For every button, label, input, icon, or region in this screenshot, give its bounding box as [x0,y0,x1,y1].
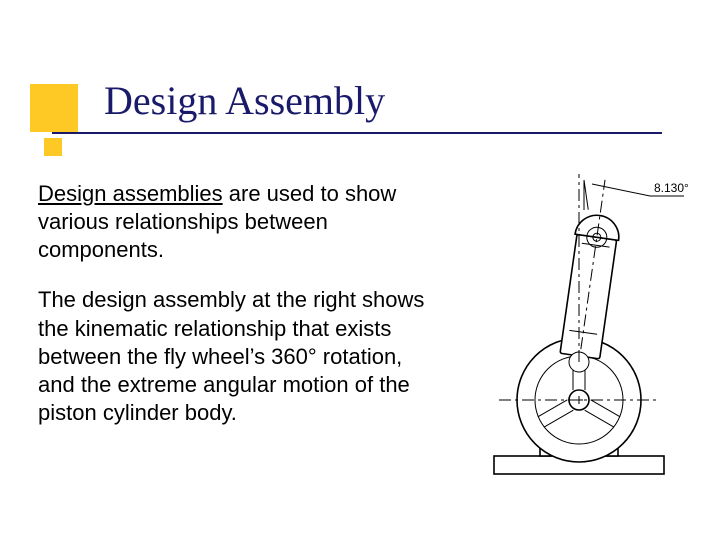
accent-square-small [44,138,62,156]
title-underline [52,132,662,134]
assembly-figure: 8.130° [444,156,712,486]
body-text: Design assemblies are used to show vario… [38,180,438,449]
slide: Design Assembly Design assemblies are us… [0,0,720,540]
paragraph-1: Design assemblies are used to show vario… [38,180,438,264]
slide-title: Design Assembly [104,80,385,122]
paragraph-2-text: The design assembly at the right shows t… [38,287,424,425]
paragraph-1-lead: Design assemblies [38,181,223,206]
paragraph-2: The design assembly at the right shows t… [38,286,438,427]
accent-square-large [30,84,78,132]
svg-text:8.130°: 8.130° [654,181,689,195]
assembly-svg: 8.130° [444,156,712,486]
